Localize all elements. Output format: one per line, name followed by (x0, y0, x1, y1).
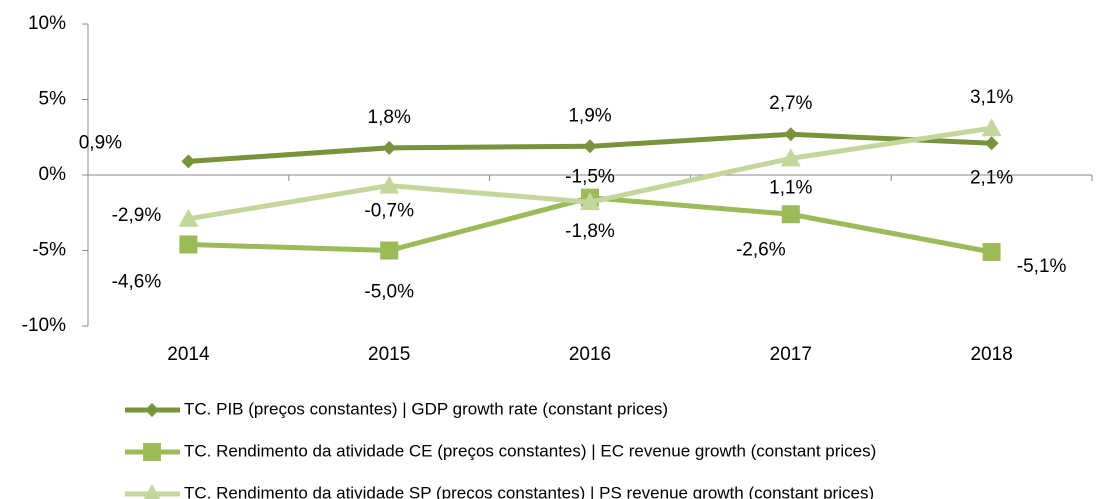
marker (781, 205, 800, 224)
marker (984, 136, 999, 151)
marker (179, 235, 198, 254)
marker (145, 403, 159, 417)
marker (181, 154, 196, 169)
x-tick-label: 2017 (770, 344, 812, 365)
data-label: -1,5% (565, 167, 615, 188)
marker (981, 118, 1002, 137)
data-label: 2,1% (970, 167, 1013, 188)
data-label: 0,9% (79, 132, 122, 153)
data-label: -5,1% (1017, 256, 1067, 277)
data-label: 2,7% (769, 93, 812, 114)
y-tick-label: -5% (32, 240, 66, 261)
data-label: 1,1% (769, 177, 812, 198)
data-label: 3,1% (970, 87, 1013, 108)
marker (143, 443, 161, 461)
marker (580, 192, 600, 211)
data-label: -0,7% (364, 201, 414, 222)
data-label: -4,6% (112, 271, 162, 292)
marker (380, 241, 399, 260)
y-tick-label: 5% (39, 89, 67, 110)
data-label: -2,6% (736, 239, 786, 260)
y-tick-label: -10% (22, 315, 66, 336)
marker (143, 484, 161, 499)
marker (783, 127, 798, 142)
legend: TC. PIB (preços constantes) | GDP growth… (125, 399, 876, 499)
x-tick-label: 2018 (970, 344, 1012, 365)
legend-label: TC. Rendimento da atividade SP (preços c… (184, 483, 874, 499)
marker (382, 140, 397, 155)
data-label: -2,9% (112, 205, 162, 226)
legend-label: TC. PIB (preços constantes) | GDP growth… (184, 399, 668, 418)
y-tick-label: 10% (28, 13, 66, 34)
x-tick-label: 2014 (167, 344, 210, 365)
legend-label: TC. Rendimento da atividade CE (preços c… (184, 441, 876, 460)
data-label: -5,0% (364, 282, 414, 303)
data-label: 1,9% (568, 105, 611, 126)
marker (178, 208, 199, 227)
marker (780, 148, 801, 167)
marker (379, 175, 400, 194)
x-tick-label: 2015 (368, 344, 410, 365)
y-tick-label: 0% (39, 164, 67, 185)
marker (583, 139, 597, 154)
marker (982, 243, 1001, 262)
x-tick-label: 2016 (569, 344, 611, 365)
data-label: 1,8% (368, 107, 411, 128)
data-label: -1,8% (565, 221, 615, 242)
